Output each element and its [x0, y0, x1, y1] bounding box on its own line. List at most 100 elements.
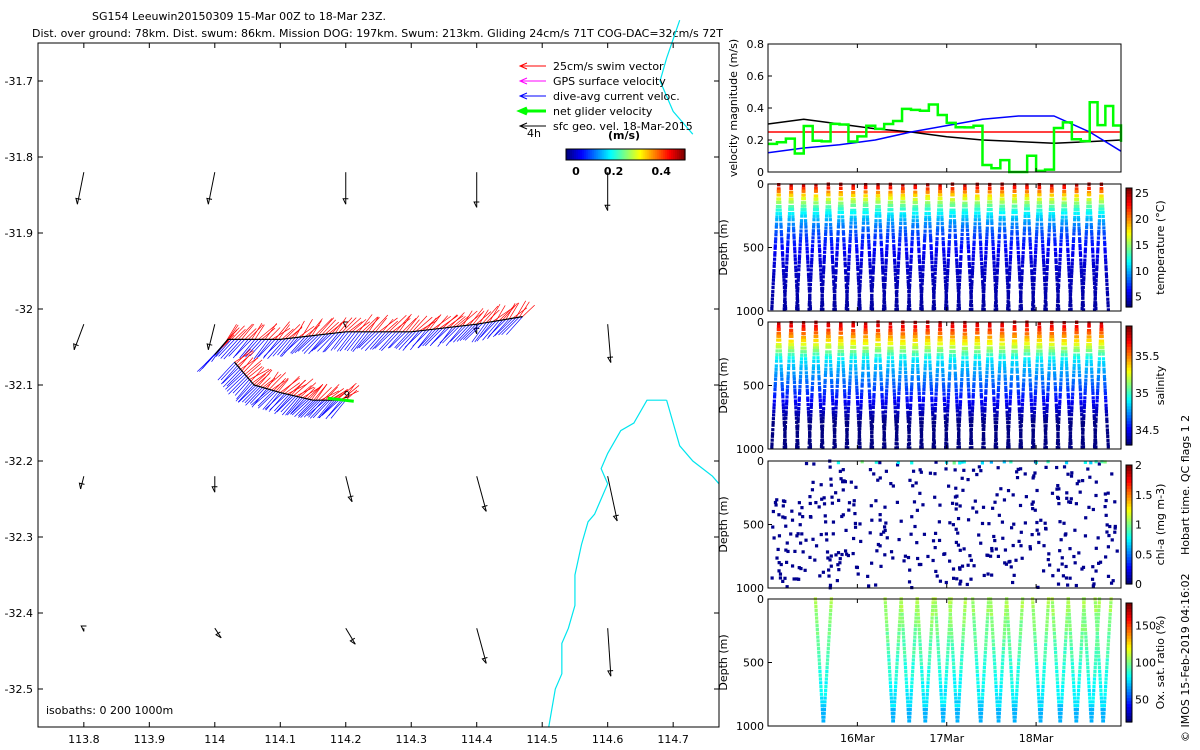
salinity-sample [977, 350, 981, 354]
upper-track-current-vector [402, 330, 420, 351]
salinity-sample [970, 409, 975, 413]
salinity-sample [961, 356, 965, 360]
salinity-sample [921, 407, 925, 411]
temperature-sample [940, 218, 944, 222]
legend-label: sfc geo. vel. 18-Mar-2015 [553, 120, 693, 133]
upper-track-swim-vector [284, 324, 301, 340]
chlorophyll-sample [789, 532, 793, 536]
salinity-sample [848, 375, 852, 379]
temperature-sample [1091, 261, 1096, 266]
salinity-sample [946, 406, 950, 410]
salinity-sample [833, 430, 837, 435]
temperature-sample [988, 196, 993, 201]
chlorophyll-sample [1047, 552, 1051, 556]
temperature-sample [949, 203, 953, 207]
salinity-sample [835, 389, 839, 393]
temperature-sample [850, 200, 854, 204]
salinity-sample [972, 371, 977, 375]
temperature-colorbar-cell [1126, 205, 1132, 210]
temperature-sample [800, 208, 804, 212]
temperature-sample [1051, 204, 1055, 208]
chlorophyll-sample [1091, 507, 1095, 512]
temperature-sample [802, 201, 807, 205]
salinity-sample [854, 364, 858, 368]
temperature-sample [822, 260, 826, 265]
temperature-sample [985, 221, 990, 226]
upper-track-current-vector [463, 323, 480, 341]
temperature-sample [810, 257, 814, 262]
salinity-sample [1055, 409, 1059, 413]
salinity-sample [816, 359, 820, 363]
salinity-sample [911, 357, 915, 361]
temperature-sample [848, 236, 852, 241]
salinity-sample [898, 374, 902, 379]
salinity-sample [844, 410, 848, 414]
chlorophyll-sample [851, 551, 855, 556]
upper-track-swim-vector [368, 316, 379, 332]
salinity-sample [977, 356, 981, 360]
temperature-sample [885, 244, 889, 248]
salinity-sample [945, 417, 949, 421]
temperature-sample [782, 275, 786, 279]
temperature-sample [798, 239, 802, 243]
temperature-sample [886, 225, 890, 229]
temperature-sample [894, 278, 898, 282]
salinity-sample [978, 377, 983, 382]
salinity-sample [926, 331, 930, 335]
chlorophyll-sample [783, 516, 787, 520]
temperature-sample [1055, 307, 1059, 311]
salinity-sample [786, 380, 790, 385]
temperature-sample [796, 275, 801, 279]
salinity-sample [843, 399, 847, 403]
salinity-sample [970, 413, 974, 417]
chlorophyll-sample [813, 558, 817, 562]
temperature-sample [978, 240, 983, 244]
chlorophyll-sample [801, 515, 805, 519]
temperature-sample [850, 197, 854, 202]
temperature-sample [982, 289, 986, 294]
chlorophyll-colorbar-cell [1126, 470, 1132, 475]
chlorophyll-surface-sample [860, 460, 864, 464]
legend-label: GPS surface velocity [553, 75, 666, 88]
temperature-sample [994, 289, 998, 293]
map-colorbar-cell [629, 149, 633, 160]
salinity-colorbar-cell [1126, 334, 1132, 339]
temperature-sample [850, 211, 854, 215]
salinity-sample [817, 381, 821, 386]
salinity-sample [931, 413, 935, 417]
salinity-sample [967, 388, 971, 392]
temperature-sample [904, 247, 909, 251]
temperature-sample [984, 243, 988, 247]
chlorophyll-sample [786, 549, 790, 554]
salinity-sample [1002, 353, 1006, 357]
temperature-sample [1095, 268, 1099, 272]
temperature-sample [965, 218, 969, 222]
temperature-sample [829, 239, 834, 244]
temperature-sample [1103, 247, 1107, 251]
temperature-colorbar-cell [1126, 241, 1132, 246]
salinity-colorbar-cell [1126, 442, 1132, 446]
temperature-sample [1066, 261, 1071, 265]
chlorophyll-sample [999, 487, 1003, 491]
temperature-sample [899, 207, 904, 211]
salinity-colorbar-cell [1126, 355, 1132, 360]
upper-track-current-vector [437, 326, 453, 347]
temperature-sample [1039, 212, 1043, 216]
temperature-sample [895, 282, 899, 286]
temperature-sample [773, 244, 777, 248]
temperature-sample [996, 247, 1001, 251]
salinity-sample [1094, 413, 1098, 417]
temperature-sample [976, 201, 980, 205]
temperature-sample [872, 251, 876, 255]
salinity-sample [915, 357, 919, 361]
salinity-sample [1019, 420, 1024, 424]
salinity-sample [1004, 399, 1009, 403]
salinity-sample [1054, 395, 1058, 400]
salinity-sample [1083, 391, 1087, 395]
salinity-sample [855, 392, 859, 396]
lower-track-current-vector [300, 399, 319, 418]
temperature-sample [955, 261, 959, 265]
temperature-sample [855, 247, 859, 251]
temperature-sample [1091, 250, 1095, 254]
salinity-sample [802, 327, 806, 331]
